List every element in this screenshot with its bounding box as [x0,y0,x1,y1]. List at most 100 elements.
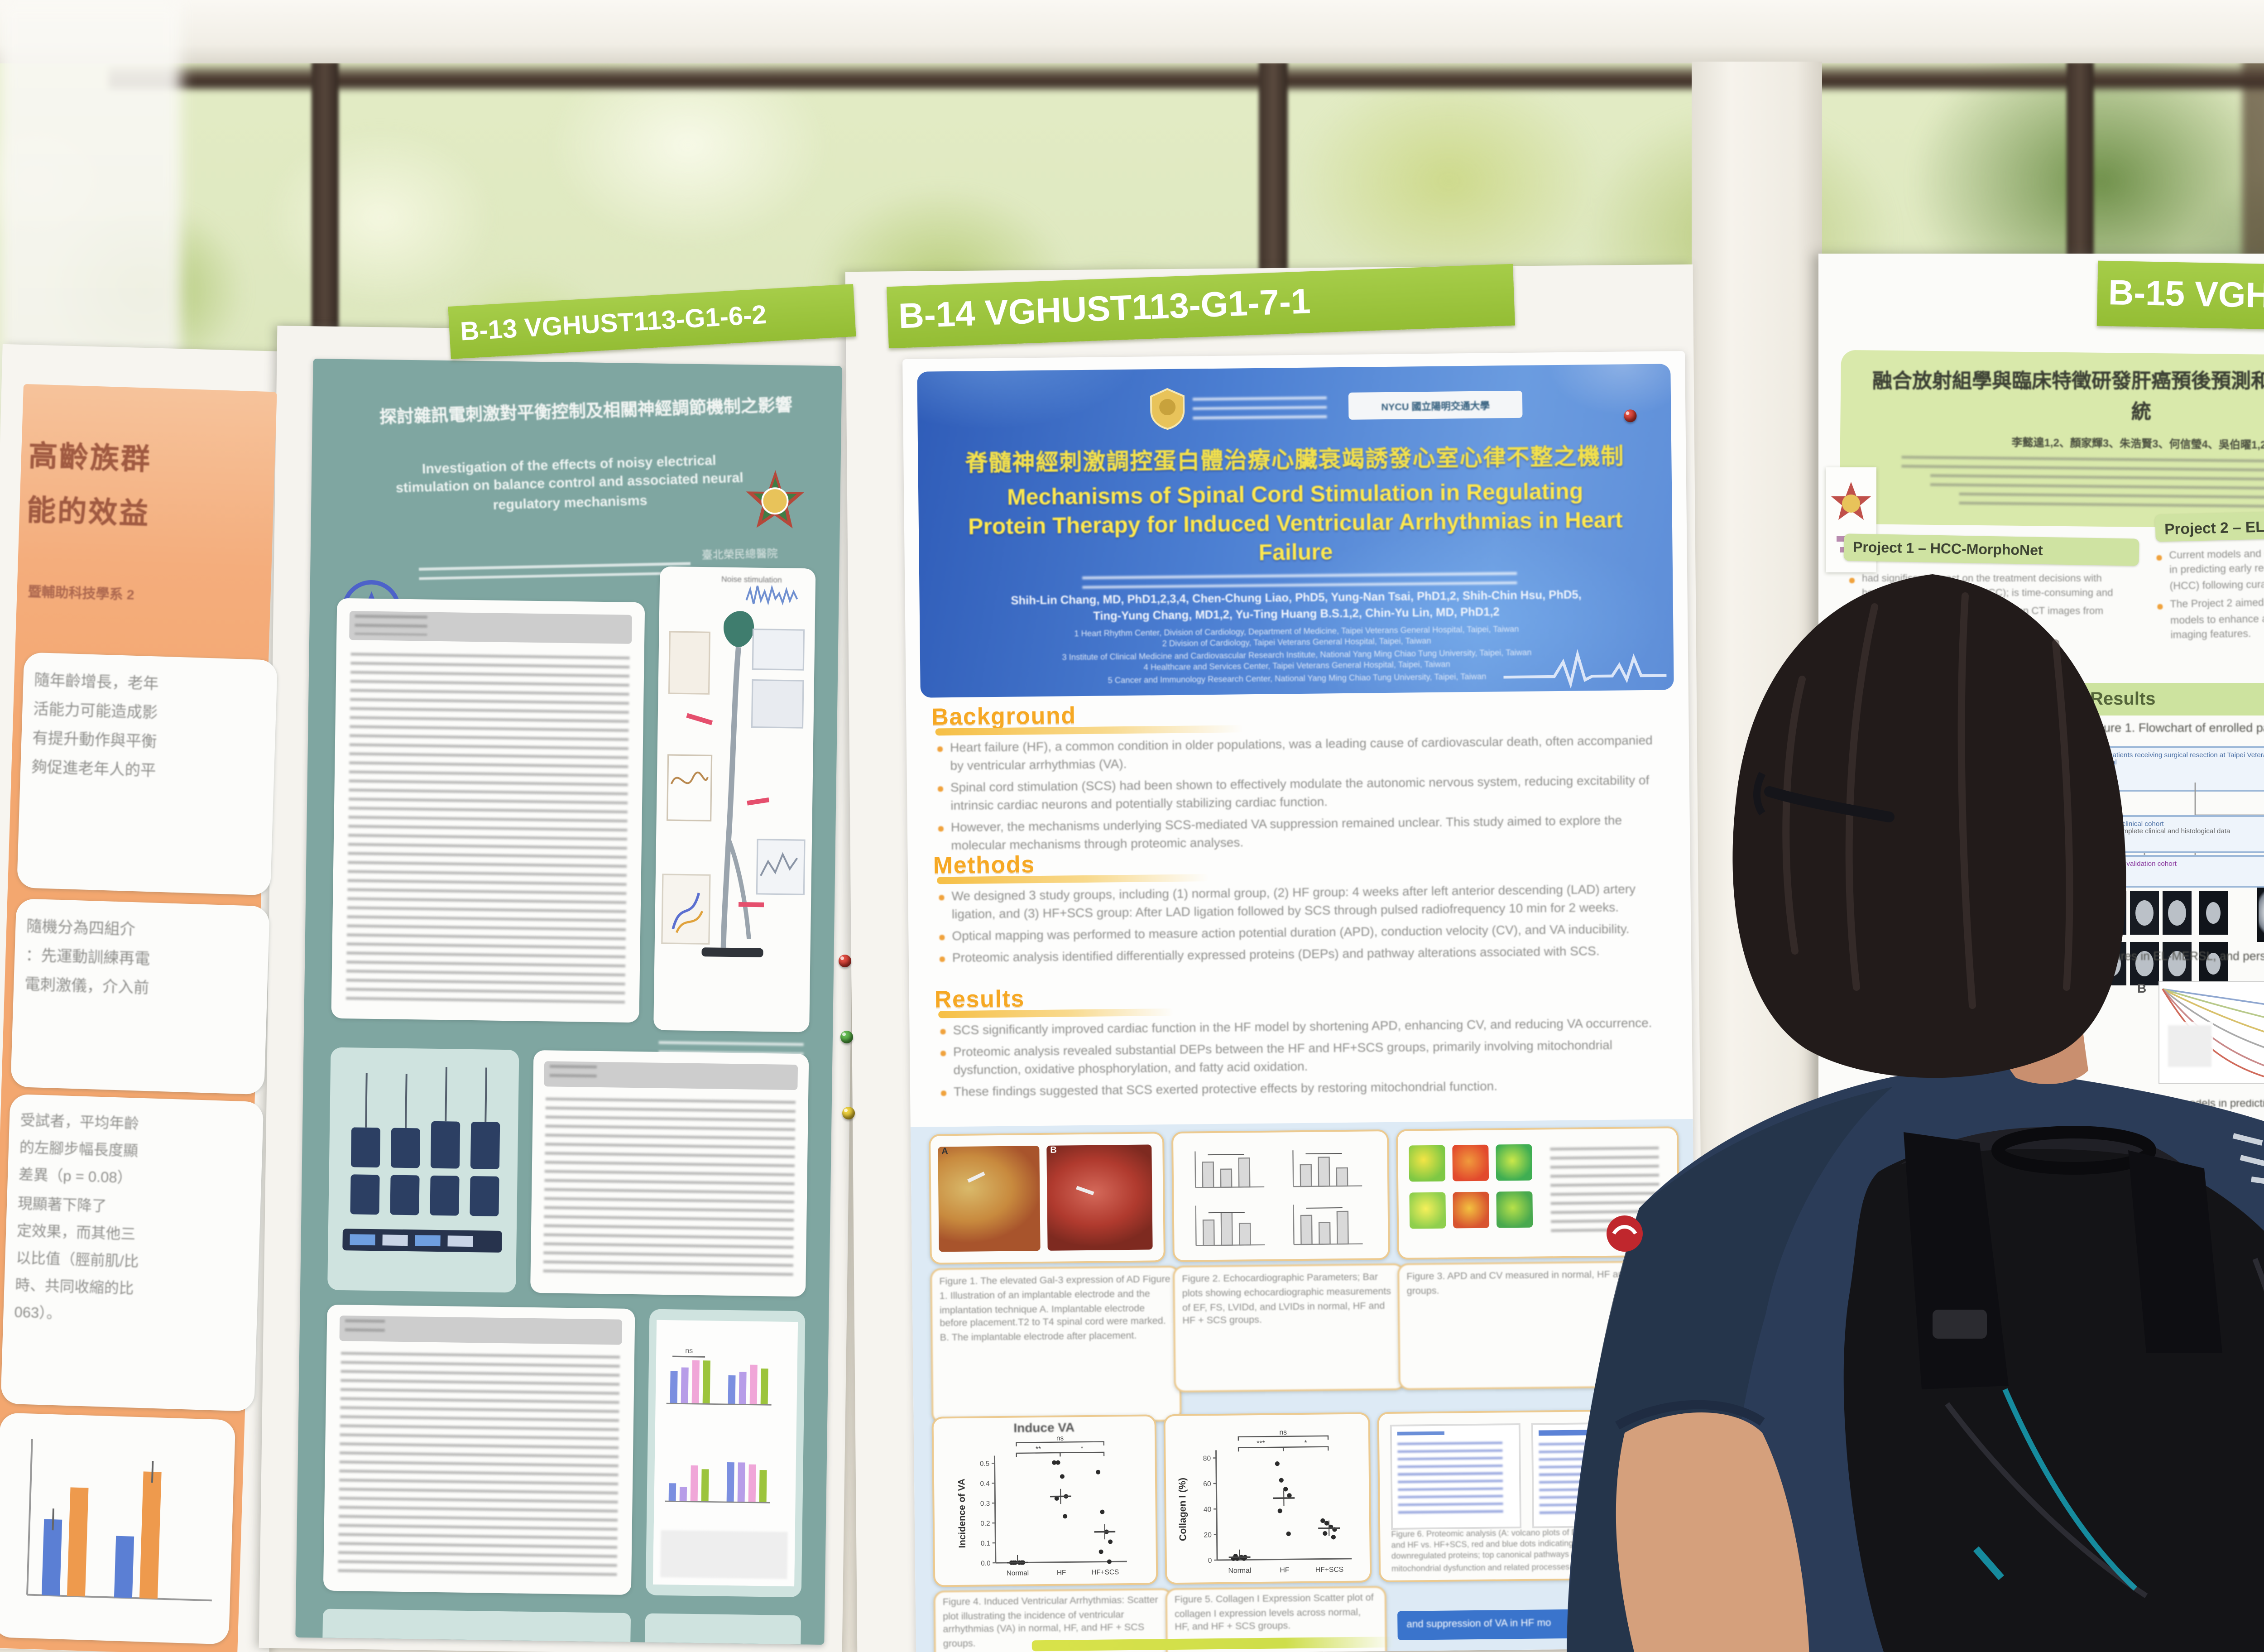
collagen-chart: 0 20 40 60 80 Collagen I (%) Normal HF HF+SCS ns *… [1169,1429,1366,1580]
backpack-strap-right [2128,1150,2222,1353]
backpack-logo-mark [1612,1225,1637,1235]
b15-title-zh: 融合放射組學與臨床特徵研發肝癌預後預測和治療決策輔助系統 [1872,371,2264,423]
window-sash-horizontal [109,65,2264,89]
b14-header: NYCU 國立陽明交通大學 脊髓神經刺激調控蛋白體治療心臟衰竭誘發心室心律不整之… [917,364,1674,698]
b14-collagen-card: 0 20 40 60 80 Collagen I (%) Normal HF HF+SCS ns *… [1163,1412,1372,1585]
scatter-plot: 0 20 40 60 80 Collagen I (%) Normal HF HF+SCS ns *… [1177,1429,1352,1575]
poster-orange-subtitle: 暨輔助科技學系 2 [28,583,135,603]
orange-text-card-2: 隨機分為四組介 ：先運動訓練再電 電刺激儀，介入前 [10,898,270,1095]
b14-methods-header: Methods [933,850,1036,879]
orange-text-card-1: 隨年齡增長，老年 活能力可能造成影 有提升動作與平衡 夠促進老年人的平 [17,652,278,896]
b15-fig1-caption: Figure 1. Flowchart of enrolled patients… [2087,723,2264,735]
b13-bottom-left-card [322,1609,631,1642]
b14-logo-right: NYCU 國立陽明交通大學 [1348,390,1523,420]
b13-figure-card: Noise stimulation [653,566,816,1032]
b13-intro-card [331,598,645,1023]
window-mullion-left [312,62,339,379]
b14-results-header: Results [934,984,1025,1013]
panel-label-a: A [941,1147,949,1158]
banner-b15: B-15 VGHUST113-G [2096,260,2264,334]
svg-text:0: 0 [1208,1557,1212,1565]
poster-orange: 高齡族群 能的效益 暨輔助科技學系 2 隨年齡增長，老年 活能力可能造成影 有提… [0,384,278,1652]
b15-header-card: 融合放射組學與臨床特徵研發肝癌預後預測和治療決策輔助系統 李懿遑1,2、顏家輝3… [1839,350,2264,531]
poster-b13: 探討雜訊電刺激對平衡控制及相關神經調節機制之影響 Investigation o… [295,358,842,1645]
svg-text:0.5: 0.5 [980,1460,989,1468]
svg-text:ns: ns [1279,1429,1287,1436]
glasses-lens-edge [1753,772,1766,816]
svg-text:*: * [1304,1439,1307,1447]
b15-authors: 李懿遑1,2、顏家輝3、朱浩賢3、何信瑩4、吳伯曜1,2,4,5 [2011,438,2264,453]
banner-b14-label: B-14 VGHUST113-G1-7-1 [897,281,1311,336]
caption-text: Figure 2. Echocardiographic Parameters; … [1182,1273,1391,1328]
b14-induce-va-card: Induce VA 0.0 0.1 0.2 0.3 0.4 0.5 Incidence of… [931,1414,1158,1587]
person-hair [1732,574,2126,1078]
svg-text:**: ** [1036,1445,1041,1453]
svg-text:*: * [1081,1445,1084,1452]
hair-strands [1782,592,2073,1009]
b13-method-card [530,1050,809,1297]
hospital-emblem-icon [738,466,811,539]
svg-text:***: *** [1257,1440,1265,1447]
left-sleeve-hem [1615,1400,1765,1430]
poster-b14: NYCU 國立陽明交通大學 脊髓神經刺激調控蛋白體治療心臟衰竭誘發心室心律不整之… [902,351,1698,1652]
svg-text:Normal: Normal [1228,1567,1252,1575]
title-line2: 能的效益 [26,495,151,531]
b14-background-header: Background [931,701,1076,730]
results-title: Results [2090,689,2156,709]
b14-logo-left-text [1192,396,1327,420]
electrode-devices [342,1067,502,1253]
noise-chart-title: Noise stimulation [721,574,782,585]
b15-km10-plot: B [2137,975,2264,1094]
svg-text:60: 60 [1203,1480,1211,1488]
ceiling-beam [0,0,2264,63]
b13-results-card [323,1304,635,1595]
b13-device-card [327,1047,519,1293]
svg-text:Normal: Normal [1007,1569,1029,1577]
ecg-line-icon [1503,649,1667,689]
svg-text:0.4: 0.4 [980,1480,990,1488]
backpack-seams [1945,1258,2264,1599]
project2-title: Project 2 – EL-MERSL [2164,515,2264,537]
mini-bar-charts: ns [653,1320,798,1587]
b15-ct-large-1 [2257,888,2264,942]
banner-b15-label: B-15 VGHUST113-G [2108,273,2264,319]
pushpin-red-icon [1624,409,1637,423]
svg-text:HF+SCS: HF+SCS [1091,1568,1119,1576]
hospital-shield-icon [1149,387,1186,431]
b13-barchart-card: ns [645,1309,806,1598]
svg-text:HF: HF [1280,1566,1289,1574]
pushpin-green-icon [840,1031,853,1043]
b14-figure2-caption: Figure 2. Echocardiographic Parameters; … [1173,1263,1406,1393]
person-left-forearm [1616,1412,1809,1652]
b13-hospital-name: 臺北榮民總醫院 [701,550,778,562]
svg-text:0.3: 0.3 [980,1500,990,1508]
b13-title-en: Investigation of the effects of noisy el… [395,452,744,512]
svg-text:40: 40 [1204,1506,1212,1513]
pushpin-yellow-icon [842,1107,855,1119]
svg-text:0.2: 0.2 [980,1520,990,1527]
backpack-zip-teal [2002,1388,2138,1591]
backpack-zip-teal2 [1973,1546,2005,1580]
strap-buckle [1933,1310,1987,1339]
svg-text:Collagen I (%): Collagen I (%) [1177,1478,1188,1541]
induce-va-chart: 0.0 0.1 0.2 0.3 0.4 0.5 Incidence of VA Normal H… [937,1435,1152,1582]
caption-text: Figure 5. Collagen I Expression Scatter … [1174,1593,1374,1634]
b14-logo-right-text: NYCU 國立陽明交通大學 [1381,401,1490,413]
b14-figure1-caption: Figure 1. The elevated Gal-3 expression … [930,1265,1182,1424]
balance-figure [661,585,806,957]
title-line1: 高齡族群 [28,442,152,477]
banner-b13-label: B-13 VGHUST113-G1-6-2 [459,300,767,347]
glasses-temple [1764,786,1895,822]
svg-text:HF+SCS: HF+SCS [1315,1566,1344,1574]
panel-label-b: B [1050,1145,1057,1157]
svg-text:HF: HF [1057,1569,1066,1576]
b14-figure1-photos: A B [928,1132,1166,1265]
footer-note-text: and suppression of VA in HF mo [1406,1618,1551,1631]
svg-text:ns: ns [1056,1435,1064,1442]
orange-chart-card [0,1412,236,1645]
svg-text:80: 80 [1203,1455,1211,1462]
echo-bar-charts [1194,1150,1363,1246]
shirt-print [2232,1133,2264,1184]
svg-text:0.1: 0.1 [981,1540,990,1547]
b14-title-en: Mechanisms of Spinal Cord Stimulation in… [968,479,1623,566]
